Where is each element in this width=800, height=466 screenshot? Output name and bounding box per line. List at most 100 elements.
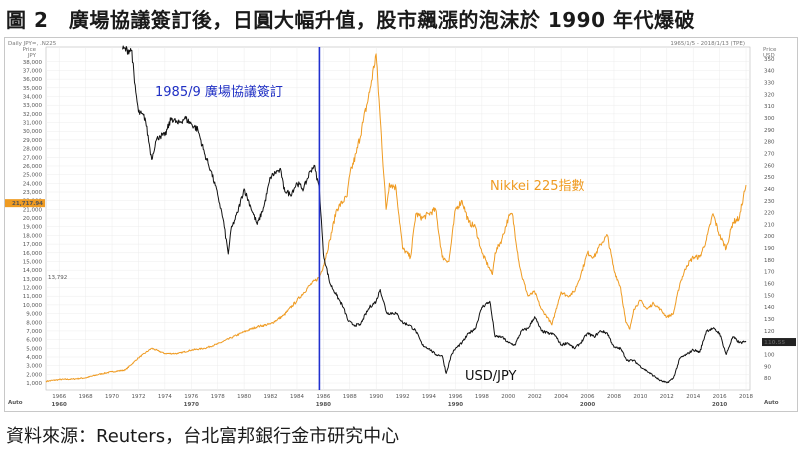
right-tick-label: 160 — [764, 282, 775, 288]
left-tick-label: 24,000 — [23, 181, 43, 187]
left-tick-label: 6,000 — [26, 338, 42, 344]
x-tick-label: 2008 — [607, 394, 621, 400]
right-tick-label: 240 — [764, 187, 775, 193]
left-tick-label: 33,000 — [23, 103, 43, 109]
left-tick-label: 15,000 — [23, 259, 43, 265]
left-tick-label: 31,000 — [23, 121, 43, 127]
right-tick-label: 320 — [764, 92, 775, 98]
right-tick-label: 150 — [764, 293, 775, 299]
left-tick-label: 26,000 — [23, 164, 43, 170]
right-tick-label: 180 — [764, 258, 775, 264]
x-tick-label: 2018 — [739, 394, 753, 400]
left-tick-label: 14,000 — [23, 268, 43, 274]
last-value-badge-right — [762, 338, 796, 347]
x-tick-label: 1976 — [184, 394, 198, 400]
right-tick-label: 350 — [764, 57, 775, 63]
left-tick-label: 13,000 — [23, 277, 43, 283]
chart-header-left: Daily JPY=, .N225 — [8, 41, 57, 47]
right-tick-label: 230 — [764, 199, 775, 205]
right-tick-label: 330 — [764, 80, 775, 86]
left-auto-label: Auto — [8, 400, 23, 406]
chart-frame: 1,000 2,000 3,000 4,000 5,000 6,000 7,000 8,000… — [4, 37, 798, 412]
line-chart: 1,000 2,000 3,000 4,000 5,000 6,000 7,000 8,000… — [5, 41, 796, 408]
x-tick-label: 2010 — [633, 394, 647, 400]
value-badges: 21,717.94 13,792 110.55 — [5, 199, 796, 347]
left-tick-label: 36,000 — [23, 77, 43, 83]
series-layer — [45, 45, 747, 384]
right-axis-title-1: Price — [763, 47, 777, 53]
x-tick-label: 1974 — [158, 394, 172, 400]
x-tick-label: 2002 — [528, 394, 542, 400]
left-tick-label: 30,000 — [23, 129, 43, 135]
x-tick-label: 1970 — [105, 394, 119, 400]
x-tick-label: 2004 — [554, 394, 568, 400]
plaza-accord-label: 1985/9 廣場協議簽訂 — [155, 84, 283, 100]
x-tick-label: 1992 — [396, 394, 410, 400]
right-tick-label: 90 — [764, 364, 771, 370]
figure-source: 資料來源：Reuters，台北富邦銀行金市研究中心 — [6, 426, 400, 447]
right-tick-label: 250 — [764, 175, 775, 181]
x-tick-label: 2000 — [501, 394, 515, 400]
right-tick-label: 140 — [764, 305, 775, 311]
left-tick-label: 29,000 — [23, 138, 43, 144]
x-tick-label: 1972 — [131, 394, 145, 400]
x-axis: 1966 1968 1970 1972 1974 1976 1978 1980 1982 1984… — [8, 394, 779, 408]
left-tick-label: 12,000 — [23, 286, 43, 292]
figure-title: 圖 2 廣場協議簽訂後，日圓大幅升值，股市飆漲的泡沫於 1990 年代爆破 — [6, 8, 695, 32]
x-tick-label: 1966 — [52, 394, 66, 400]
left-tick-label: 32,000 — [23, 112, 43, 118]
series-line-nikkei — [45, 53, 747, 383]
right-tick-label: 170 — [764, 270, 775, 276]
right-tick-label: 80 — [764, 376, 771, 382]
x-tick-label: 1988 — [343, 394, 357, 400]
left-tick-label: 17,000 — [23, 242, 43, 248]
left-tick-label: 25,000 — [23, 173, 43, 179]
left-tick-label: 34,000 — [23, 94, 43, 100]
last-value-left-text: 21,717.94 — [12, 201, 43, 207]
nikkei-series-label: Nikkei 225指數 — [490, 179, 585, 194]
right-tick-label: 210 — [764, 222, 775, 228]
last-value-right-text: 110.55 — [764, 340, 785, 346]
left-tick-label: 8,000 — [26, 320, 42, 326]
right-tick-label: 220 — [764, 211, 775, 217]
left-tick-label: 5,000 — [26, 346, 42, 352]
right-tick-label: 280 — [764, 140, 775, 146]
left-tick-label: 19,000 — [23, 225, 43, 231]
left-tick-label: 23,000 — [23, 190, 43, 196]
x-decade-label: 2010 — [712, 402, 727, 408]
left-tick-label: 9,000 — [26, 312, 42, 318]
left-axis: 1,000 2,000 3,000 4,000 5,000 6,000 7,000 8,000… — [23, 60, 43, 387]
x-tick-label: 1980 — [237, 394, 251, 400]
x-tick-label: 1996 — [448, 394, 462, 400]
series-line-usdjpy — [122, 45, 747, 384]
left-tick-label: 37,000 — [23, 68, 43, 74]
right-auto-label: Auto — [764, 400, 779, 406]
grid — [45, 46, 751, 391]
right-axis-title-2: USD — [763, 53, 775, 59]
right-tick-label: 300 — [764, 116, 775, 122]
right-tick-label: 120 — [764, 329, 775, 335]
left-tick-label: 28,000 — [23, 147, 43, 153]
left-tick-label: 10,000 — [23, 303, 43, 309]
x-tick-label: 1978 — [211, 394, 225, 400]
x-decade-label: 1970 — [184, 402, 199, 408]
last-value-badge-left — [5, 199, 45, 208]
left-tick-label: 38,000 — [23, 60, 43, 66]
left-tick-label: 4,000 — [26, 355, 42, 361]
left-tick-label: 27,000 — [23, 155, 43, 161]
left-axis-title-2: JPY — [27, 53, 37, 59]
x-tick-label: 1982 — [264, 394, 278, 400]
right-tick-label: 310 — [764, 104, 775, 110]
right-axis: 8090100110120130140150160170180190200210… — [764, 57, 775, 382]
x-tick-label: 2012 — [660, 394, 674, 400]
right-tick-label: 260 — [764, 163, 775, 169]
marker-left-text: 13,792 — [48, 275, 67, 281]
right-tick-label: 190 — [764, 246, 775, 252]
left-tick-label: 11,000 — [23, 294, 43, 300]
left-tick-label: 16,000 — [23, 251, 43, 257]
left-tick-label: 7,000 — [26, 329, 42, 335]
left-tick-label: 1,000 — [26, 381, 42, 387]
x-decade-label: 1980 — [316, 402, 331, 408]
x-tick-label: 1986 — [316, 394, 330, 400]
x-tick-label: 1998 — [475, 394, 489, 400]
